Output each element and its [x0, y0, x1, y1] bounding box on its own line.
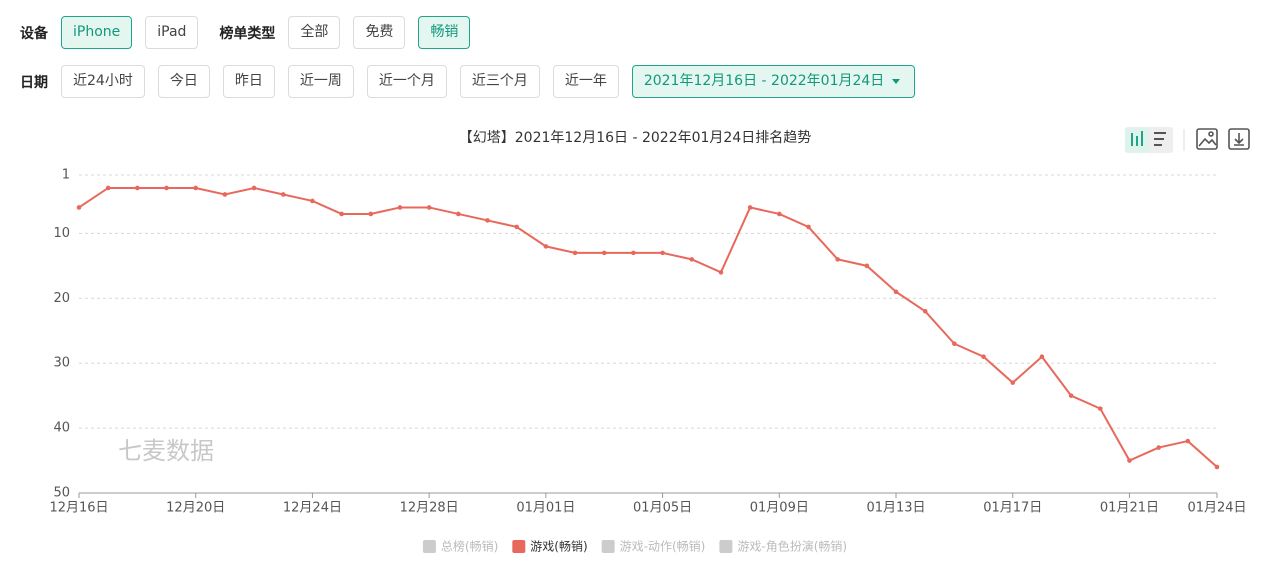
point	[572, 250, 578, 256]
point	[1185, 438, 1191, 444]
point	[1156, 445, 1161, 450]
x-tick-label: 12月16日	[49, 501, 108, 516]
x-tick-label: 01月24日	[1187, 501, 1246, 516]
legend-label: 游戏-角色扮演(畅销)	[737, 539, 847, 554]
view-toggle[interactable]	[1125, 127, 1173, 153]
point	[1039, 354, 1045, 360]
point	[339, 211, 344, 217]
date-button[interactable]: 近一个月	[366, 65, 447, 98]
date-button[interactable]: 昨日	[222, 65, 275, 98]
date-button[interactable]: 近24小时	[61, 65, 145, 98]
point	[601, 250, 607, 256]
x-tick-label: 01月09日	[750, 501, 809, 516]
line	[78, 186, 1218, 468]
y-tick-label: 1	[62, 168, 70, 183]
point	[1010, 380, 1016, 385]
x-tick-label: 01月17日	[983, 501, 1042, 516]
legend-label: 游戏-动作(畅销)	[620, 540, 706, 554]
y-tick-label: 30	[53, 356, 70, 371]
legend-swatch	[422, 540, 436, 553]
x-tick-label: 12月20日	[166, 501, 225, 516]
filter-button[interactable]: iPad	[145, 16, 199, 49]
point	[397, 205, 403, 210]
legend-swatch	[601, 540, 615, 553]
filter-label: 设备	[20, 25, 48, 42]
filter-button[interactable]: iPhone	[61, 16, 133, 49]
legend-label: 总榜(畅销)	[441, 539, 498, 554]
point	[1214, 464, 1220, 470]
point	[164, 185, 169, 191]
caret	[892, 79, 901, 88]
point	[1097, 406, 1103, 411]
date-button[interactable]: 近三个月	[459, 65, 540, 98]
filter-button[interactable]: 畅销	[418, 16, 471, 49]
point	[426, 205, 432, 210]
point	[222, 192, 228, 197]
y-tick-label: 20	[53, 291, 70, 306]
legend-swatch	[512, 540, 526, 553]
legend-swatch	[719, 540, 733, 553]
point	[135, 185, 140, 191]
y-tick-label: 10	[53, 226, 70, 241]
filter-button[interactable]: 全部	[288, 16, 341, 49]
point	[543, 244, 549, 249]
point	[280, 192, 286, 197]
legend-item[interactable]: 游戏-角色扮演(畅销)	[719, 539, 847, 554]
point	[922, 308, 928, 314]
point	[251, 185, 257, 191]
point	[1068, 393, 1074, 398]
filter-label: 榜单类型	[219, 25, 276, 42]
legend-item[interactable]: 总榜(畅销)	[422, 539, 498, 554]
point	[806, 224, 811, 230]
x-tick-label: 12月28日	[400, 501, 459, 516]
legend-label: 游戏(畅销)	[530, 540, 587, 554]
date-range[interactable]: 2021年12月16日 - 2022年01月24日	[631, 65, 916, 98]
download[interactable]	[1228, 128, 1250, 150]
legend-item[interactable]: 游戏(畅销)	[512, 540, 588, 554]
watermark: 七麦数据	[118, 437, 214, 465]
date-button[interactable]: 近一年	[552, 65, 619, 98]
point	[105, 185, 111, 191]
point	[485, 218, 490, 223]
point	[689, 257, 695, 262]
point	[893, 289, 899, 295]
x-tick-label: 01月05日	[633, 501, 692, 516]
point	[660, 250, 665, 256]
date-button[interactable]: 近一周	[287, 65, 354, 98]
date-row: 日期 近24小时 今日 昨日 近一周 近一个月 近三个月 近一年 2021年12月16日 - 2…	[20, 65, 916, 98]
x-tick-label: 01月21日	[1100, 501, 1159, 516]
point	[631, 250, 636, 256]
point	[718, 270, 724, 275]
y-tick-label: 40	[53, 421, 70, 436]
chart-title: 【幻塔】2021年12月16日 - 2022年01月24日排名趋势	[459, 130, 811, 146]
point	[747, 205, 753, 210]
y-tick-label: 50	[53, 486, 70, 501]
point	[1127, 458, 1132, 463]
point	[777, 211, 782, 217]
filter-label: 日期	[20, 74, 48, 91]
point	[981, 354, 986, 360]
point	[835, 257, 840, 262]
legend: 总榜(畅销) 游戏(畅销) 游戏-动作(畅销) 游戏-角色扮演(畅销)	[422, 539, 847, 554]
x-tick-label: 12月24日	[283, 501, 342, 516]
point	[952, 341, 957, 347]
point	[514, 224, 519, 230]
save-image[interactable]	[1196, 128, 1218, 150]
filter-button[interactable]: 免费	[353, 16, 406, 49]
date-button[interactable]: 今日	[157, 65, 210, 98]
point	[368, 211, 374, 217]
point	[864, 263, 870, 269]
x-tick-label: 01月01日	[516, 501, 575, 516]
point	[76, 205, 82, 210]
point	[310, 198, 315, 204]
chart: 【幻塔】2021年12月16日 - 2022年01月24日排名趋势 七麦数据 1…	[49, 127, 1250, 554]
filter-row: 设备 iPhone iPad 榜单类型 全部 免费 畅销	[20, 16, 471, 49]
x-tick-label: 01月13日	[866, 501, 925, 516]
point	[456, 211, 461, 217]
legend-item[interactable]: 游戏-动作(畅销)	[601, 540, 706, 554]
point	[193, 185, 199, 191]
